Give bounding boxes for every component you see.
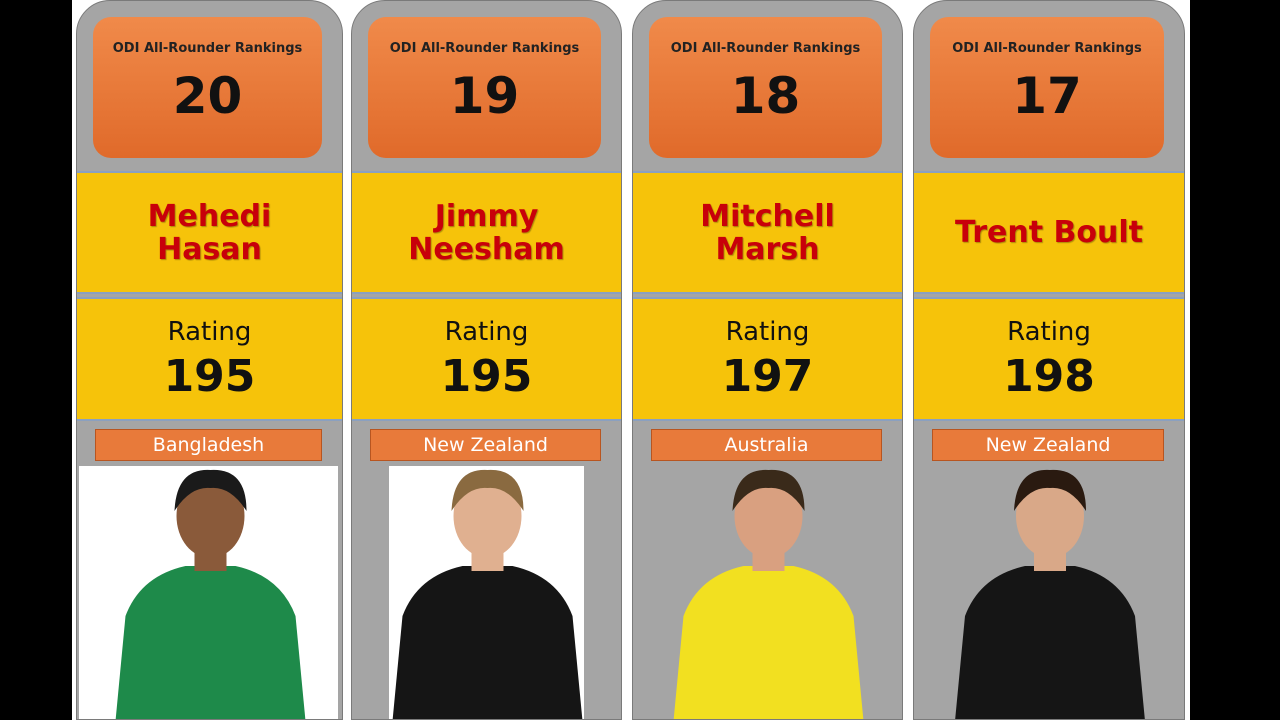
rating-label: Rating	[444, 316, 529, 347]
rank-box: ODI All-Rounder Rankings 19	[368, 17, 601, 158]
player-name: Mehedi Hasan	[147, 198, 272, 267]
country-label: New Zealand	[370, 429, 601, 461]
rank-box: ODI All-Rounder Rankings 18	[649, 17, 882, 158]
rating-band: Rating 195	[352, 297, 621, 421]
rank-number: 20	[172, 67, 243, 125]
country-label: New Zealand	[932, 429, 1164, 461]
player-card: ODI All-Rounder Rankings 20 Mehedi Hasan Ra…	[76, 0, 343, 720]
rank-heading: ODI All-Rounder Rankings	[112, 41, 303, 56]
player-name: Jimmy Neesham	[408, 198, 565, 267]
country-label: Australia	[651, 429, 882, 461]
rank-heading: ODI All-Rounder Rankings	[670, 41, 861, 56]
name-band: Mehedi Hasan	[77, 171, 342, 294]
player-photo	[79, 466, 338, 719]
rating-value: 195	[163, 350, 256, 402]
stage: ODI All-Rounder Rankings 20 Mehedi Hasan Ra…	[72, 0, 1190, 720]
player-photo	[673, 469, 864, 719]
rank-number: 18	[730, 67, 801, 125]
player-photo	[955, 469, 1145, 719]
rank-box: ODI All-Rounder Rankings 20	[93, 17, 322, 158]
country-label: Bangladesh	[95, 429, 322, 461]
rank-box: ODI All-Rounder Rankings 17	[930, 17, 1164, 158]
player-card: ODI All-Rounder Rankings 19 Jimmy Neesham R…	[351, 0, 622, 720]
player-name: Trent Boult	[955, 215, 1143, 250]
player-photo	[389, 466, 584, 719]
rating-band: Rating 197	[633, 297, 902, 421]
player-card: ODI All-Rounder Rankings 18 Mitchell Marsh…	[632, 0, 903, 720]
rank-heading: ODI All-Rounder Rankings	[952, 41, 1142, 56]
player-card: ODI All-Rounder Rankings 17 Trent Boult Rat…	[913, 0, 1185, 720]
rating-band: Rating 198	[914, 297, 1184, 421]
name-band: Trent Boult	[914, 171, 1184, 294]
rating-label: Rating	[167, 316, 252, 347]
rating-band: Rating 195	[77, 297, 342, 421]
name-band: Jimmy Neesham	[352, 171, 621, 294]
rating-label: Rating	[725, 316, 810, 347]
rank-number: 17	[1012, 67, 1082, 125]
player-name: Mitchell Marsh	[700, 198, 835, 267]
rank-heading: ODI All-Rounder Rankings	[389, 41, 580, 56]
rating-value: 195	[440, 350, 533, 402]
rating-label: Rating	[1007, 316, 1091, 347]
rating-value: 197	[721, 350, 814, 402]
rank-number: 19	[449, 67, 520, 125]
name-band: Mitchell Marsh	[633, 171, 902, 294]
rating-value: 198	[1003, 350, 1095, 402]
